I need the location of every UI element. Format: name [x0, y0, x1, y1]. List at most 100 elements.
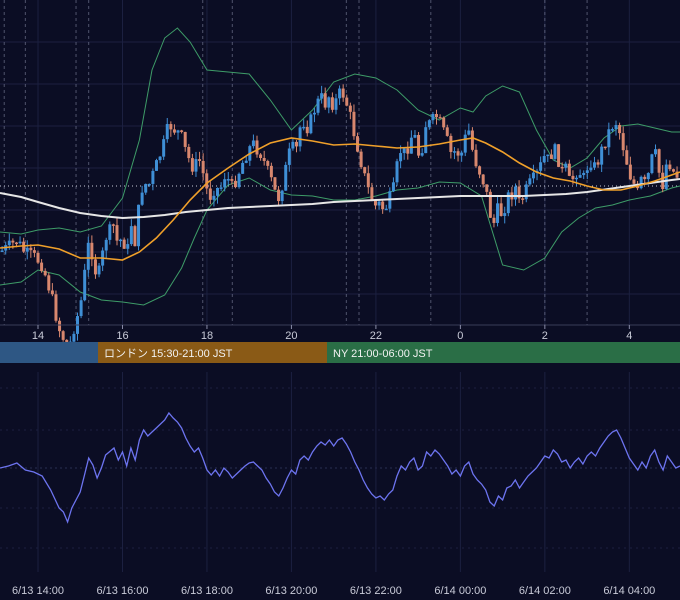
bear-candle [557, 144, 561, 167]
bull-candle [399, 153, 403, 162]
bull-candle [280, 190, 284, 202]
bull-candle [165, 124, 169, 140]
bear-candle [470, 130, 474, 150]
bull-candle [592, 162, 596, 168]
date-axis: 6/13 14:00 6/13 16:00 6/13 18:00 6/13 20:00… [12, 585, 655, 597]
bull-candle [158, 156, 162, 161]
hour-tick-label: 14 [32, 330, 44, 342]
bull-candle [147, 183, 151, 186]
date-tick-label: 6/14 02:00 [519, 585, 571, 597]
price-panel[interactable] [0, 0, 680, 360]
session-band: ロンドン 15:30-21:00 JST NY 21:00-06:00 JST [0, 342, 680, 363]
bear-candle [373, 200, 377, 206]
bear-candle [36, 252, 40, 263]
bear-candle [643, 176, 647, 180]
bear-candle [201, 160, 205, 174]
bull-candle [409, 137, 413, 154]
bull-candle [244, 160, 248, 163]
bear-candle [230, 179, 234, 181]
bull-candle [312, 112, 316, 115]
bull-candle [320, 93, 324, 99]
date-tick-label: 6/13 16:00 [96, 585, 148, 597]
bear-candle [485, 184, 489, 192]
bull-candle [578, 175, 582, 178]
bear-candle [492, 217, 496, 223]
short-moving-average-line [0, 137, 680, 261]
bull-candle [467, 130, 471, 135]
bull-candle [0, 250, 4, 253]
bull-candle [524, 184, 528, 200]
bear-candle [603, 146, 607, 149]
oscillator-panel[interactable] [0, 372, 680, 572]
session-ny [327, 342, 680, 363]
bear-candle [262, 158, 266, 161]
date-tick-label: 6/14 04:00 [603, 585, 655, 597]
bear-candle [205, 173, 209, 189]
bull-candle [140, 192, 144, 205]
bull-candle [546, 154, 550, 157]
bear-candle [169, 124, 173, 130]
bull-candle [291, 141, 295, 149]
bear-candle [22, 241, 26, 252]
bull-candle [216, 187, 220, 196]
hour-axis: 14 16 18 20 22 0 2 4 [0, 324, 680, 342]
bull-candle [251, 140, 255, 147]
bull-candle [614, 125, 618, 130]
bull-candle [503, 213, 507, 216]
bear-candle [521, 198, 525, 200]
bull-candle [513, 186, 517, 200]
bull-candle [384, 208, 388, 211]
bull-candle [7, 240, 11, 246]
bull-candle [639, 176, 643, 189]
bull-candle [126, 244, 130, 249]
bear-candle [269, 165, 273, 178]
bear-candle [381, 201, 385, 210]
bear-candle [183, 131, 187, 147]
bull-candle [395, 161, 399, 183]
bear-candle [442, 117, 446, 128]
bull-candle [212, 195, 216, 200]
oscillator-grid [0, 372, 680, 572]
hour-tick-label: 18 [201, 330, 213, 342]
hour-tick-label: 4 [626, 330, 632, 342]
bollinger-lower-band [0, 177, 680, 306]
bear-candle [675, 171, 679, 178]
bull-candle [460, 152, 464, 156]
bull-candle [338, 88, 342, 99]
bull-candle [162, 139, 166, 157]
bear-candle [406, 148, 410, 154]
bear-candle [456, 151, 460, 156]
bull-candle [607, 129, 611, 148]
bear-candle [628, 164, 632, 180]
bear-candle [266, 160, 270, 166]
hour-tick-label: 2 [542, 330, 548, 342]
hour-tick-label: 20 [285, 330, 297, 342]
bear-candle [32, 250, 36, 253]
bull-candle [219, 187, 223, 189]
oscillator-line [0, 411, 680, 524]
bull-candle [327, 97, 331, 108]
bull-candle [151, 170, 155, 184]
bull-candle [223, 179, 227, 188]
bear-candle [259, 154, 263, 159]
date-tick-label: 6/14 00:00 [434, 585, 486, 597]
date-tick-label: 6/13 18:00 [181, 585, 233, 597]
time-marker-lines [3, 0, 588, 325]
session-london [98, 342, 327, 363]
session-tokyo [0, 342, 98, 363]
bull-candle [539, 162, 543, 171]
bull-candle [18, 241, 22, 244]
hour-tick-label: 22 [370, 330, 382, 342]
bull-candle [108, 224, 112, 240]
bull-candle [585, 170, 589, 173]
bear-candle [233, 180, 237, 188]
bull-candle [589, 167, 593, 171]
hour-tick-label: 16 [116, 330, 128, 342]
price-panel-background [0, 0, 680, 325]
bear-candle [359, 151, 363, 168]
bull-candle [226, 179, 230, 181]
bear-candle [618, 125, 622, 134]
bear-candle [323, 93, 327, 108]
bear-candle [115, 225, 119, 241]
